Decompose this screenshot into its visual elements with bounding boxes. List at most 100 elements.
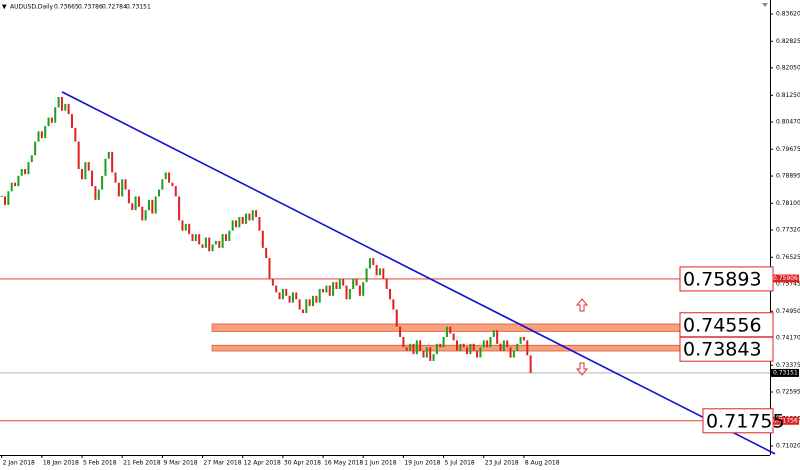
price-tag-bg: [771, 416, 799, 425]
candle: [506, 340, 509, 348]
candle: [479, 347, 482, 358]
trendline: [61, 91, 776, 455]
candle: [315, 295, 318, 303]
candle: [161, 179, 164, 190]
header-arrow: ▼: [2, 4, 7, 11]
corner-icon: [762, 3, 768, 7]
candle: [308, 299, 311, 307]
x-tick-label: 12 Apr 2018: [244, 460, 281, 467]
candle: [322, 288, 325, 293]
y-tick-label: 0.76525: [776, 254, 800, 261]
candle: [218, 240, 221, 248]
x-tick-label: 9 Mar 2018: [163, 460, 197, 467]
candle: [235, 220, 238, 228]
candle: [365, 268, 368, 283]
candle: [228, 230, 231, 241]
candle: [312, 295, 315, 307]
candle: [224, 234, 227, 241]
candle: [402, 336, 405, 348]
candle: [261, 230, 264, 248]
candle: [301, 309, 304, 313]
candle: [174, 186, 177, 197]
candle: [231, 220, 234, 231]
candle: [482, 340, 485, 348]
x-tick-label: 8 Aug 2018: [525, 460, 560, 467]
candle: [54, 107, 57, 123]
candle: [415, 340, 418, 355]
zone-label: 0.74556: [683, 314, 762, 336]
up-arrow: [575, 298, 589, 312]
candle: [516, 343, 519, 351]
candle: [392, 299, 395, 310]
candle: [318, 288, 321, 303]
candle: [455, 340, 458, 351]
candle: [512, 350, 515, 358]
candle: [466, 347, 469, 355]
ohlc-close: 0.73151: [126, 4, 151, 11]
candle: [385, 278, 388, 289]
candle: [134, 196, 137, 211]
ohlc-high: 0.73786: [78, 4, 103, 11]
zone-label-box: [679, 336, 774, 362]
candle: [37, 131, 40, 142]
x-tick-label: 18 Jan 2018: [43, 460, 79, 467]
candle: [338, 278, 341, 289]
candle: [67, 103, 70, 115]
candle: [342, 278, 345, 286]
candle: [462, 343, 465, 348]
x-tick-label: 19 Jun 2018: [404, 460, 440, 467]
level-label-box: [702, 408, 774, 434]
candle: [208, 237, 211, 252]
candle: [348, 288, 351, 300]
candle: [459, 343, 462, 351]
candle: [445, 326, 448, 337]
candle: [325, 285, 328, 293]
x-tick-label: 16 May 2018: [324, 460, 363, 467]
ohlc-open: 0.73665: [54, 4, 79, 11]
candle: [97, 189, 100, 200]
candle: [265, 247, 268, 259]
level-label: 0.71755: [706, 410, 785, 432]
candle: [0, 195, 3, 197]
candle: [395, 309, 398, 327]
candle: [268, 258, 271, 279]
candle: [91, 170, 94, 187]
candle: [489, 336, 492, 348]
candle: [442, 336, 445, 348]
candle: [522, 336, 525, 341]
candle: [502, 340, 505, 351]
candle: [412, 343, 415, 355]
candle: [422, 350, 425, 358]
candle: [271, 278, 274, 286]
candle: [499, 343, 502, 351]
y-tick-label: 0.74170: [776, 335, 800, 342]
candle: [201, 244, 204, 248]
candle: [355, 278, 358, 286]
price-tag: 0.75906: [773, 275, 798, 282]
candle: [519, 336, 522, 344]
candle: [81, 169, 84, 180]
candle: [147, 199, 150, 211]
candle: [345, 285, 348, 300]
candle: [27, 162, 30, 175]
y-tick-label: 0.73375: [776, 362, 800, 369]
y-tick-label: 0.82825: [776, 38, 800, 45]
candle: [335, 282, 338, 289]
candle: [171, 182, 174, 187]
candle: [77, 141, 80, 170]
candle: [435, 343, 438, 355]
candle: [399, 326, 402, 337]
x-tick-label: 21 Feb 2018: [123, 460, 161, 467]
candle: [405, 347, 408, 351]
current-price-tag: 0.73151: [773, 369, 798, 376]
down-arrow: [575, 362, 589, 376]
candle: [184, 223, 187, 231]
candle: [14, 182, 17, 187]
candle: [10, 182, 13, 192]
candle: [429, 347, 432, 361]
candle: [251, 210, 254, 221]
candle: [60, 97, 63, 111]
y-tick-label: 0.78895: [776, 173, 800, 180]
candle: [84, 162, 87, 180]
candle: [124, 179, 127, 190]
